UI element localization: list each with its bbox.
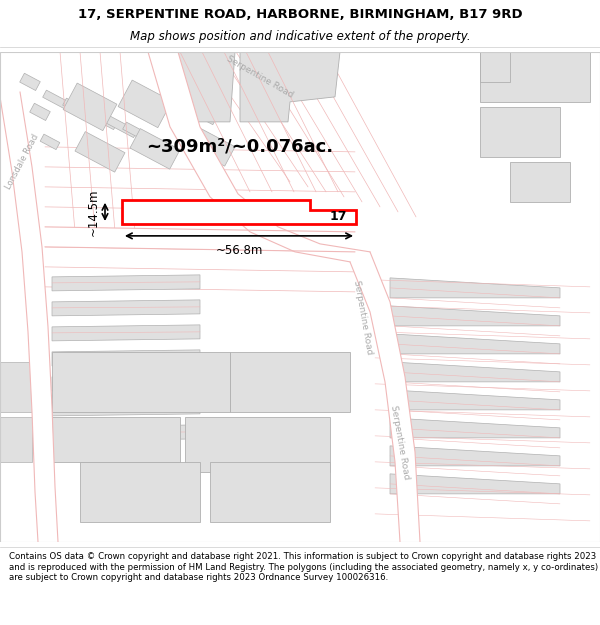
Polygon shape — [43, 90, 77, 114]
Polygon shape — [390, 306, 560, 326]
Polygon shape — [210, 462, 330, 522]
Polygon shape — [30, 103, 50, 121]
Polygon shape — [75, 132, 125, 172]
Polygon shape — [480, 52, 510, 82]
Text: 17: 17 — [329, 211, 347, 223]
Polygon shape — [390, 362, 560, 382]
Polygon shape — [62, 98, 97, 122]
Polygon shape — [130, 129, 180, 169]
Polygon shape — [52, 400, 200, 416]
Polygon shape — [52, 352, 230, 412]
Text: Serpentine Road: Serpentine Road — [389, 404, 411, 480]
Text: 17, SERPENTINE ROAD, HARBORNE, BIRMINGHAM, B17 9RD: 17, SERPENTINE ROAD, HARBORNE, BIRMINGHA… — [77, 8, 523, 21]
Polygon shape — [390, 446, 560, 466]
Polygon shape — [173, 77, 227, 124]
Polygon shape — [52, 350, 200, 366]
Text: Contains OS data © Crown copyright and database right 2021. This information is : Contains OS data © Crown copyright and d… — [9, 552, 598, 582]
Polygon shape — [52, 417, 180, 462]
Polygon shape — [103, 114, 137, 138]
Text: ~309m²/~0.076ac.: ~309m²/~0.076ac. — [146, 138, 334, 156]
Polygon shape — [63, 83, 117, 131]
Polygon shape — [52, 375, 200, 391]
Polygon shape — [52, 275, 200, 291]
Polygon shape — [122, 200, 356, 224]
Polygon shape — [230, 352, 350, 412]
Polygon shape — [480, 52, 590, 102]
Polygon shape — [83, 106, 118, 129]
Text: ~56.8m: ~56.8m — [215, 244, 263, 257]
Polygon shape — [52, 300, 200, 316]
Polygon shape — [480, 107, 560, 157]
Polygon shape — [0, 417, 32, 462]
Polygon shape — [52, 425, 200, 441]
Polygon shape — [390, 390, 560, 410]
Polygon shape — [0, 362, 35, 412]
Polygon shape — [185, 126, 235, 166]
Polygon shape — [20, 73, 40, 91]
Polygon shape — [350, 252, 420, 542]
Polygon shape — [390, 278, 560, 298]
Text: ~14.5m: ~14.5m — [87, 188, 100, 236]
Polygon shape — [118, 80, 172, 128]
Polygon shape — [390, 418, 560, 438]
Polygon shape — [52, 325, 200, 341]
Polygon shape — [510, 162, 570, 202]
Text: Lonsdale Road: Lonsdale Road — [4, 132, 40, 191]
Polygon shape — [390, 334, 560, 354]
Polygon shape — [0, 92, 58, 542]
Polygon shape — [240, 52, 340, 122]
Text: Map shows position and indicative extent of the property.: Map shows position and indicative extent… — [130, 30, 470, 43]
Polygon shape — [40, 134, 60, 149]
Text: Serpentine Road: Serpentine Road — [352, 279, 374, 355]
Text: Serpentine Road: Serpentine Road — [225, 54, 295, 99]
Polygon shape — [122, 122, 157, 146]
Polygon shape — [148, 52, 370, 262]
Polygon shape — [45, 227, 355, 252]
Polygon shape — [80, 462, 200, 522]
Polygon shape — [185, 417, 330, 472]
Polygon shape — [175, 52, 235, 122]
Polygon shape — [390, 474, 560, 494]
